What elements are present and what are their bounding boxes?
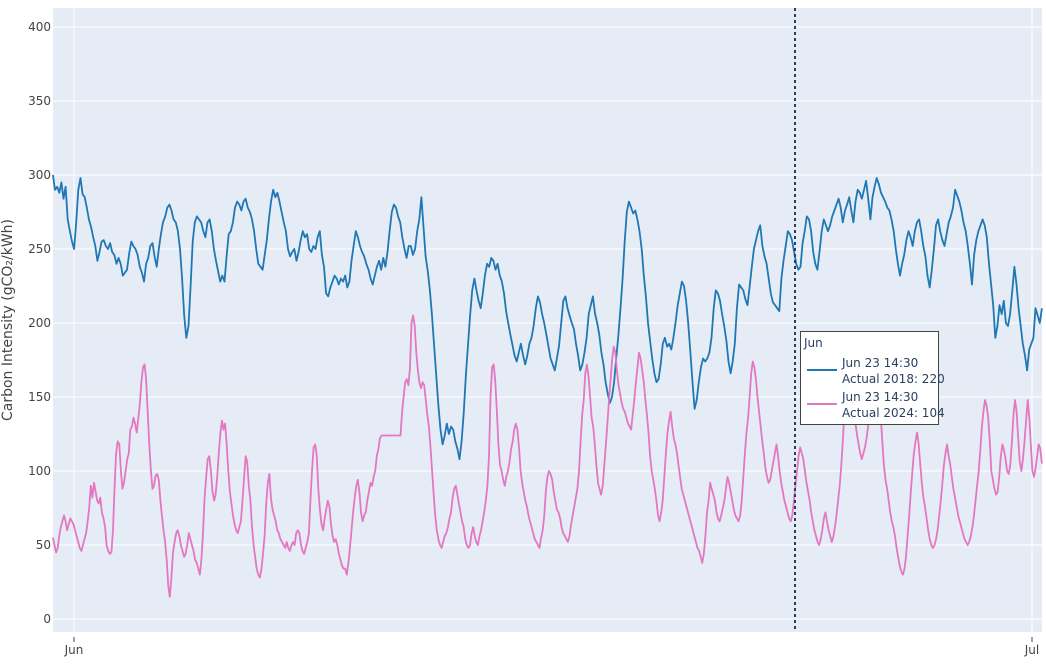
hover-tooltip: Jun Jun 23 14:30 Actual 2018: 220 Jun 23… bbox=[800, 331, 945, 425]
plot-area[interactable] bbox=[53, 8, 1042, 632]
y-tick-label: 250 bbox=[28, 242, 51, 256]
x-tick-label: Jun bbox=[64, 643, 84, 657]
line-swatch-icon bbox=[807, 369, 837, 371]
y-tick-label: 200 bbox=[28, 316, 51, 330]
y-tick-label: 400 bbox=[28, 20, 51, 34]
hover-time: Jun 23 14:30 bbox=[842, 356, 919, 370]
y-axis-ticks: 0 50 100 150 200 250 300 350 400 bbox=[28, 20, 51, 626]
hover-time: Jun 23 14:30 bbox=[842, 390, 919, 404]
x-tick-label: Jul bbox=[1024, 643, 1039, 657]
hover-value: Actual 2018: 220 bbox=[842, 372, 945, 386]
y-tick-label: 100 bbox=[28, 464, 51, 478]
hover-value: Actual 2024: 104 bbox=[842, 406, 945, 420]
x-axis-ticks: Jun Jul bbox=[64, 637, 1039, 657]
series-line-actual-2018[interactable] bbox=[52, 174, 1043, 461]
y-tick-label: 350 bbox=[28, 94, 51, 108]
line-swatch-icon bbox=[807, 403, 837, 405]
y-tick-label: 0 bbox=[43, 612, 51, 626]
y-tick-label: 150 bbox=[28, 390, 51, 404]
y-axis-title: Carbon Intensity (gCO₂/kWh) bbox=[0, 219, 16, 421]
y-tick-label: 300 bbox=[28, 168, 51, 182]
hover-title: Jun bbox=[804, 336, 823, 350]
y-tick-label: 50 bbox=[36, 538, 51, 552]
